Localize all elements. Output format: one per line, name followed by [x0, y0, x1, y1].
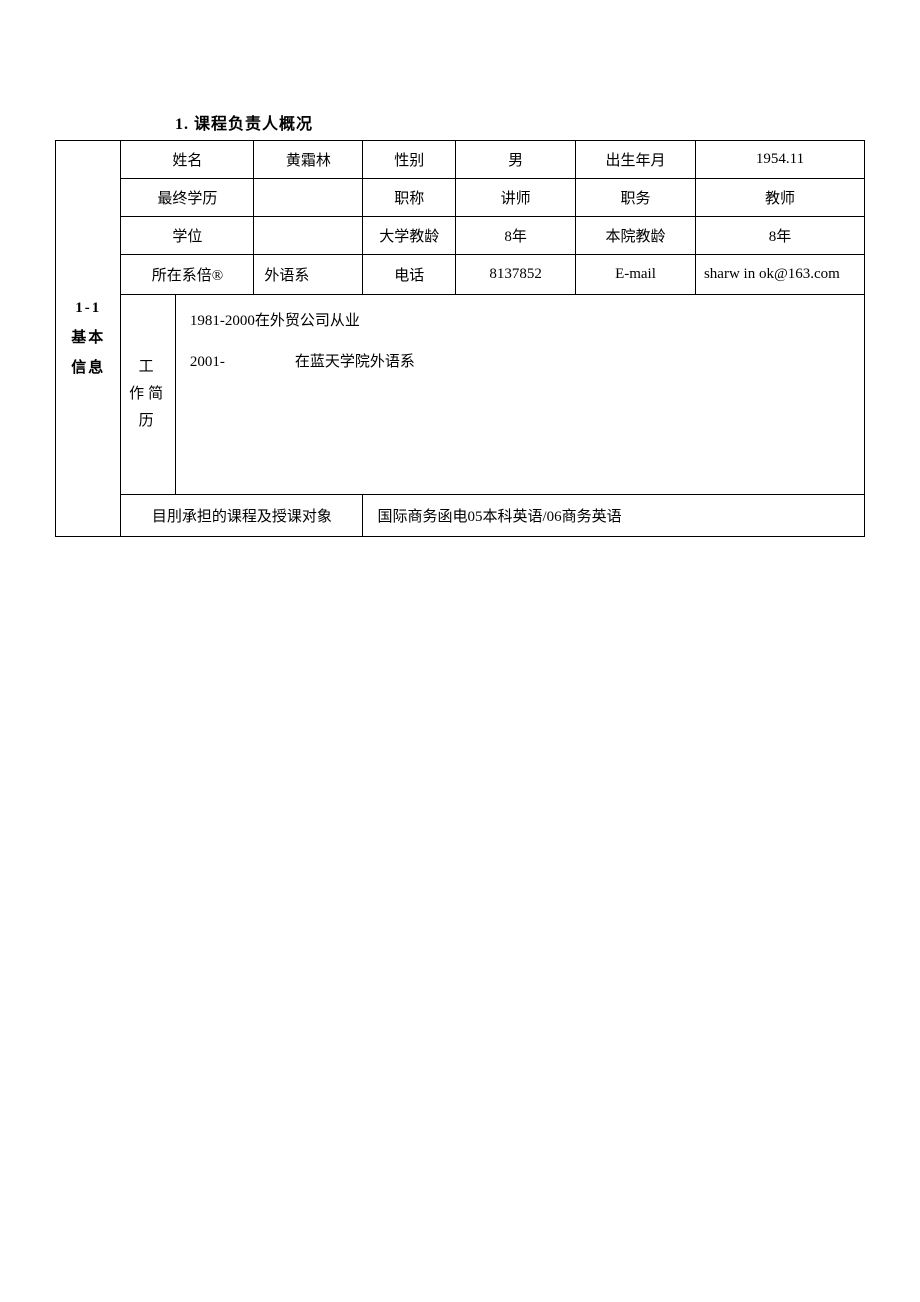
resume-line-2: 2001- 在蓝天学院外语系: [190, 350, 850, 371]
dept-label: 所在系倍®: [121, 255, 254, 295]
univ-years-label: 大学教龄: [363, 217, 456, 255]
resume-line-1: 1981-2000在外贸公司从业: [190, 309, 850, 330]
section-label-3: 信息: [62, 353, 114, 383]
gender-label: 性别: [363, 141, 456, 179]
gender-value: 男: [456, 141, 576, 179]
work-history-content: 1981-2000在外贸公司从业 2001- 在蓝天学院外语系: [175, 294, 864, 494]
section-label-2: 基本: [62, 323, 114, 353]
section-label-1: 1-1: [62, 293, 114, 323]
edu-label: 最终学历: [121, 179, 254, 217]
resume-line-2b: 在蓝天学院外语系: [295, 354, 415, 370]
page-heading: 1. 课程负责人概况: [175, 110, 865, 134]
work-history-label: 工 作简 历: [121, 294, 176, 494]
dept-value: 外语系: [254, 255, 363, 295]
position-value: 教师: [695, 179, 864, 217]
degree-value: [254, 217, 363, 255]
resume-line-2a: 2001-: [190, 354, 225, 370]
name-label: 姓名: [121, 141, 254, 179]
position-label: 职务: [576, 179, 696, 217]
email-label: E-mail: [576, 255, 696, 295]
univ-years-value: 8年: [456, 217, 576, 255]
course-label: 目刖承担的课程及授课对象: [121, 494, 363, 536]
phone-label: 电话: [363, 255, 456, 295]
birth-value: 1954.11: [695, 141, 864, 179]
title-value: 讲师: [456, 179, 576, 217]
name-value: 黄霜林: [254, 141, 363, 179]
inst-years-value: 8年: [695, 217, 864, 255]
info-table: 1-1 基本 信息 姓名 黄霜林 性别 男 出生年月 1954.11 最终学历 …: [55, 140, 865, 537]
title-label: 职称: [363, 179, 456, 217]
email-value: sharw in ok@163.com: [695, 255, 864, 295]
degree-label: 学位: [121, 217, 254, 255]
edu-value: [254, 179, 363, 217]
inst-years-label: 本院教龄: [576, 217, 696, 255]
birth-label: 出生年月: [576, 141, 696, 179]
section-label: 1-1 基本 信息: [56, 141, 121, 537]
course-value: 国际商务函电05本科英语/06商务英语: [363, 494, 865, 536]
phone-value: 8137852: [456, 255, 576, 295]
